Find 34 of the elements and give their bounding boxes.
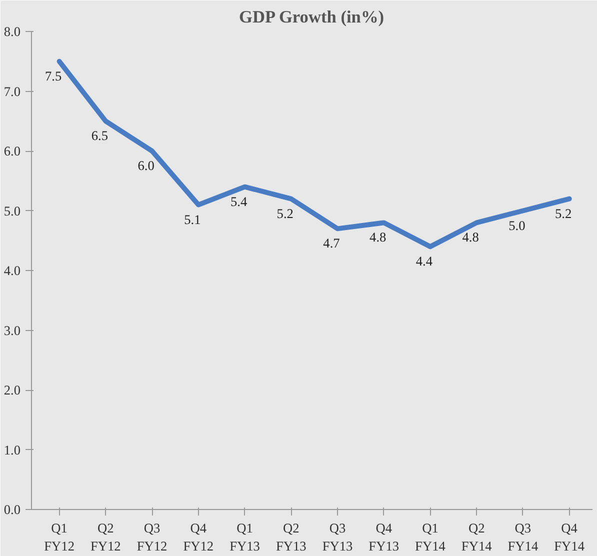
text: 5.2: [554, 206, 572, 221]
y-tick-label: 1.0: [4, 442, 21, 458]
x-tick-label: Q3 FY12: [136, 520, 168, 554]
y-tick-label: 7.0: [4, 84, 21, 99]
y-tick-label: 2.0: [4, 382, 21, 398]
x-tick-label: Q1 FY13: [230, 520, 260, 554]
x-tick-label: Q1 FY14: [415, 520, 446, 554]
x-tick-label: Q3 FY13: [322, 520, 354, 554]
x-tick-label: Q3 FY14: [508, 520, 538, 554]
y-tick-label: 0.0: [4, 502, 21, 517]
text: 5.0: [508, 218, 526, 233]
y-tick-label: 6.0: [4, 144, 21, 158]
x-tick-label: Q2 FY12: [90, 520, 121, 554]
text: 4.4: [416, 254, 433, 269]
text: 5.2: [276, 206, 294, 221]
y-tick-label: 4.0: [4, 263, 21, 278]
text: 5.1: [184, 212, 201, 227]
chart-title: GDP Growth (in%): [239, 8, 384, 26]
y-tick-label: 3.0: [4, 322, 21, 338]
x-tick-label: Q2 FY14: [461, 520, 492, 554]
y-tick-label: 8.0: [4, 24, 21, 39]
text: 7.5: [44, 68, 62, 84]
text: 4.8: [370, 230, 386, 245]
text: 5.4: [230, 194, 248, 209]
text: 6.0: [138, 158, 154, 173]
text: 6.5: [91, 128, 108, 144]
y-tick-label: 5.0: [4, 203, 21, 218]
text: 4.7: [323, 236, 340, 251]
text: 4.8: [462, 230, 479, 245]
x-tick-label: Q4 FY13: [368, 520, 400, 554]
x-tick-label: Q1 FY12: [44, 520, 75, 554]
x-tick-label: Q4 FY12: [183, 520, 214, 554]
x-tick-label: Q2 FY13: [276, 520, 307, 554]
x-tick-label: Q4 FY14: [554, 520, 585, 554]
